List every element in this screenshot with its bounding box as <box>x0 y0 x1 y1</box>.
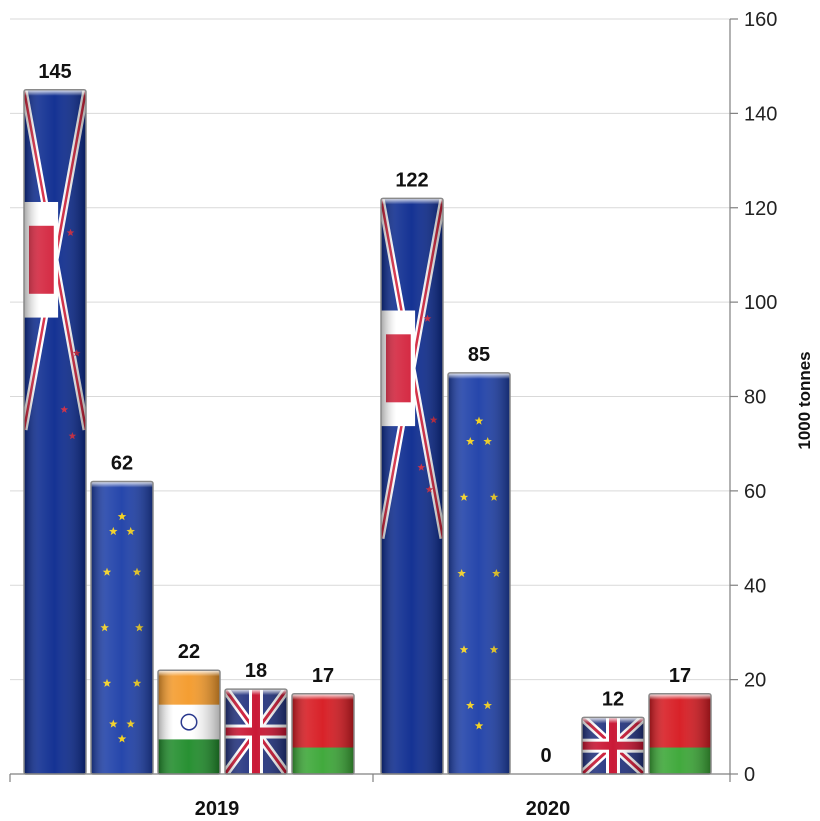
data-label: 17 <box>312 665 334 687</box>
bar-european-union-2019 <box>90 480 154 775</box>
data-label: 62 <box>111 452 133 474</box>
y-tick-label: 160 <box>744 9 777 31</box>
bars: 145 62 22 18 17 122 85 0 12 17 <box>23 61 712 775</box>
bar-india-2019 <box>157 669 221 775</box>
data-label: 18 <box>245 660 267 682</box>
bar-new-zealand-2020 <box>380 197 444 775</box>
y-tick-label: 60 <box>744 481 766 503</box>
y-tick-label: 100 <box>744 292 777 314</box>
bar-united-kingdom-2019 <box>224 688 288 775</box>
data-label: 12 <box>602 688 624 710</box>
y-tick-label: 80 <box>744 387 766 409</box>
bar-belarus-2019 <box>291 693 355 775</box>
x-category-label: 2020 <box>526 798 571 820</box>
y-tick-label: 40 <box>744 575 766 597</box>
y-axis-title: 1000 tonnes <box>795 351 814 449</box>
y-tick-label: 20 <box>744 670 766 692</box>
bar-european-union-2020 <box>447 372 511 775</box>
data-label: 85 <box>468 344 490 366</box>
y-tick-label: 120 <box>744 198 777 220</box>
y-tick-label: 0 <box>744 764 755 786</box>
bar-belarus-2020 <box>648 693 712 775</box>
data-label: 0 <box>540 745 551 767</box>
bar-new-zealand-2019 <box>23 89 87 775</box>
y-tick-label: 140 <box>744 103 777 125</box>
data-label: 122 <box>395 169 428 191</box>
x-category-label: 2019 <box>195 798 240 820</box>
data-label: 17 <box>669 665 691 687</box>
data-label: 145 <box>38 61 71 83</box>
data-label: 22 <box>178 641 200 663</box>
bar-united-kingdom-2020 <box>581 716 645 775</box>
